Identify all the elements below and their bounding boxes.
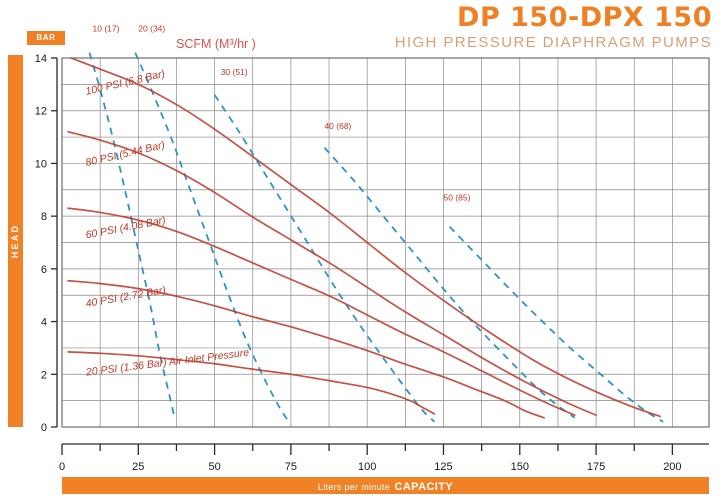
curve-20-34- bbox=[134, 52, 289, 421]
header: DP 150-DPX 150 HIGH PRESSURE DIAPHRAGM P… bbox=[292, 2, 712, 52]
x-tick-label: 75 bbox=[285, 461, 297, 473]
y-tick-label: 12 bbox=[35, 106, 47, 118]
y-tick-label: 10 bbox=[35, 158, 47, 170]
grid-layer bbox=[61, 57, 709, 428]
curve-80-psi-5-44-bar- bbox=[67, 130, 597, 416]
curve-label-80-psi-5-44-bar-: 80 PSI (5.44 Bar) bbox=[84, 139, 166, 169]
scfm-axis-title: SCFM (M³/hr ) bbox=[176, 37, 256, 51]
scfm-curves-layer bbox=[88, 52, 664, 423]
plot-frame bbox=[61, 57, 710, 428]
x-tick-label: 50 bbox=[208, 461, 220, 473]
capacity-axis-label-big: CAPACITY bbox=[394, 481, 454, 493]
curve-label-10-17-: 10 (17) bbox=[93, 24, 120, 34]
page-subtitle: HIGH PRESSURE DIAPHRAGM PUMPS bbox=[394, 34, 712, 52]
x-tick-label: 200 bbox=[663, 461, 681, 473]
curve-label-60-psi-4-08-bar-: 60 PSI (4.08 Bar) bbox=[85, 214, 167, 241]
curve-50-85- bbox=[448, 226, 664, 423]
curve-60-psi-4-08-bar- bbox=[67, 207, 576, 416]
x-tick-label: 125 bbox=[434, 461, 452, 473]
y-tick-label: 4 bbox=[41, 317, 47, 329]
curve-label-40-68-: 40 (68) bbox=[324, 121, 351, 131]
y-tick-label: 6 bbox=[41, 264, 47, 276]
x-tick-label: 175 bbox=[587, 461, 605, 473]
x-tick-label: 25 bbox=[132, 461, 144, 473]
x-axis-layer: 0 25 50 75 100 125 150 175 200 bbox=[59, 443, 709, 473]
curve-30-51- bbox=[213, 94, 435, 423]
capacity-axis-bar: Liters per minute CAPACITY bbox=[62, 477, 709, 494]
curve-label-20-psi-1-36-bar-air-inlet-pressure: 20 PSI (1.36 Bar) Air Inlet Pressure bbox=[84, 347, 250, 379]
curve-10-17- bbox=[88, 52, 176, 420]
curve-label-40-psi-2-72-bar-: 40 PSI (2.72 Bar) bbox=[85, 284, 167, 310]
curve-20-psi-1-36-bar-air-inlet-pressure bbox=[67, 351, 436, 415]
bar-unit-badge: BAR bbox=[27, 31, 65, 45]
y-axis-layer: 0 2 4 6 8 10 12 14 bbox=[35, 53, 58, 434]
x-tick-label: 100 bbox=[358, 461, 376, 473]
curve-label-100-psi-6-8-bar-: 100 PSI (6.8 Bar) bbox=[84, 68, 166, 98]
head-axis-bar bbox=[8, 55, 23, 427]
pressure-curves-layer bbox=[67, 57, 662, 419]
curve-40-68- bbox=[323, 147, 576, 419]
y-tick-label: 2 bbox=[41, 369, 47, 381]
x-tick-label: 0 bbox=[59, 461, 65, 473]
x-tick-label: 150 bbox=[511, 461, 529, 473]
y-tick-label: 8 bbox=[41, 211, 47, 223]
curve-100-psi-6-8-bar- bbox=[70, 57, 662, 418]
page-title: DP 150-DPX 150 bbox=[457, 2, 712, 33]
curve-40-psi-2-72-bar- bbox=[67, 279, 546, 419]
curve-label-30-51-: 30 (51) bbox=[221, 67, 248, 77]
y-tick-label: 0 bbox=[41, 422, 47, 434]
curve-label-20-34-: 20 (34) bbox=[138, 24, 165, 34]
y-tick-label: 14 bbox=[35, 53, 47, 65]
curve-labels-layer: 100 PSI (6.8 Bar) 80 PSI (5.44 Bar) 60 PSI… bbox=[84, 24, 470, 379]
capacity-axis-label-small: Liters per minute bbox=[317, 482, 391, 492]
curve-label-50-85-: 50 (85) bbox=[443, 192, 470, 202]
